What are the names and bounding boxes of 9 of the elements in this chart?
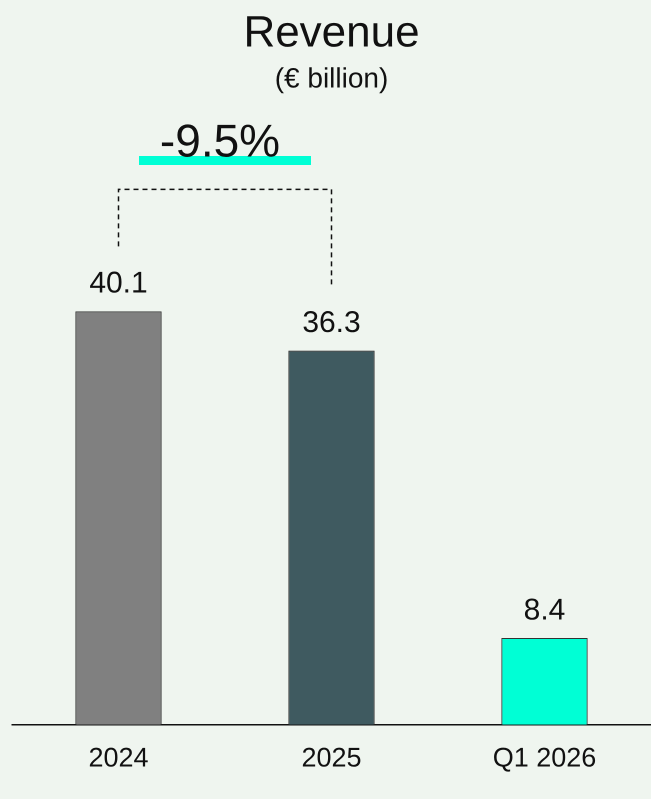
x-tick-label: Q1 2026 bbox=[492, 742, 596, 772]
data-label: 36.3 bbox=[302, 306, 361, 339]
data-label: 8.4 bbox=[524, 593, 566, 626]
x-tick-label: 2025 bbox=[301, 742, 362, 772]
chart-title: Revenue bbox=[243, 8, 420, 57]
x-tick-label: 2024 bbox=[88, 742, 149, 772]
text: -9.5% bbox=[160, 114, 280, 166]
chart-subtitle: (€ billion) bbox=[274, 62, 388, 94]
data-label: 40.1 bbox=[89, 266, 148, 300]
